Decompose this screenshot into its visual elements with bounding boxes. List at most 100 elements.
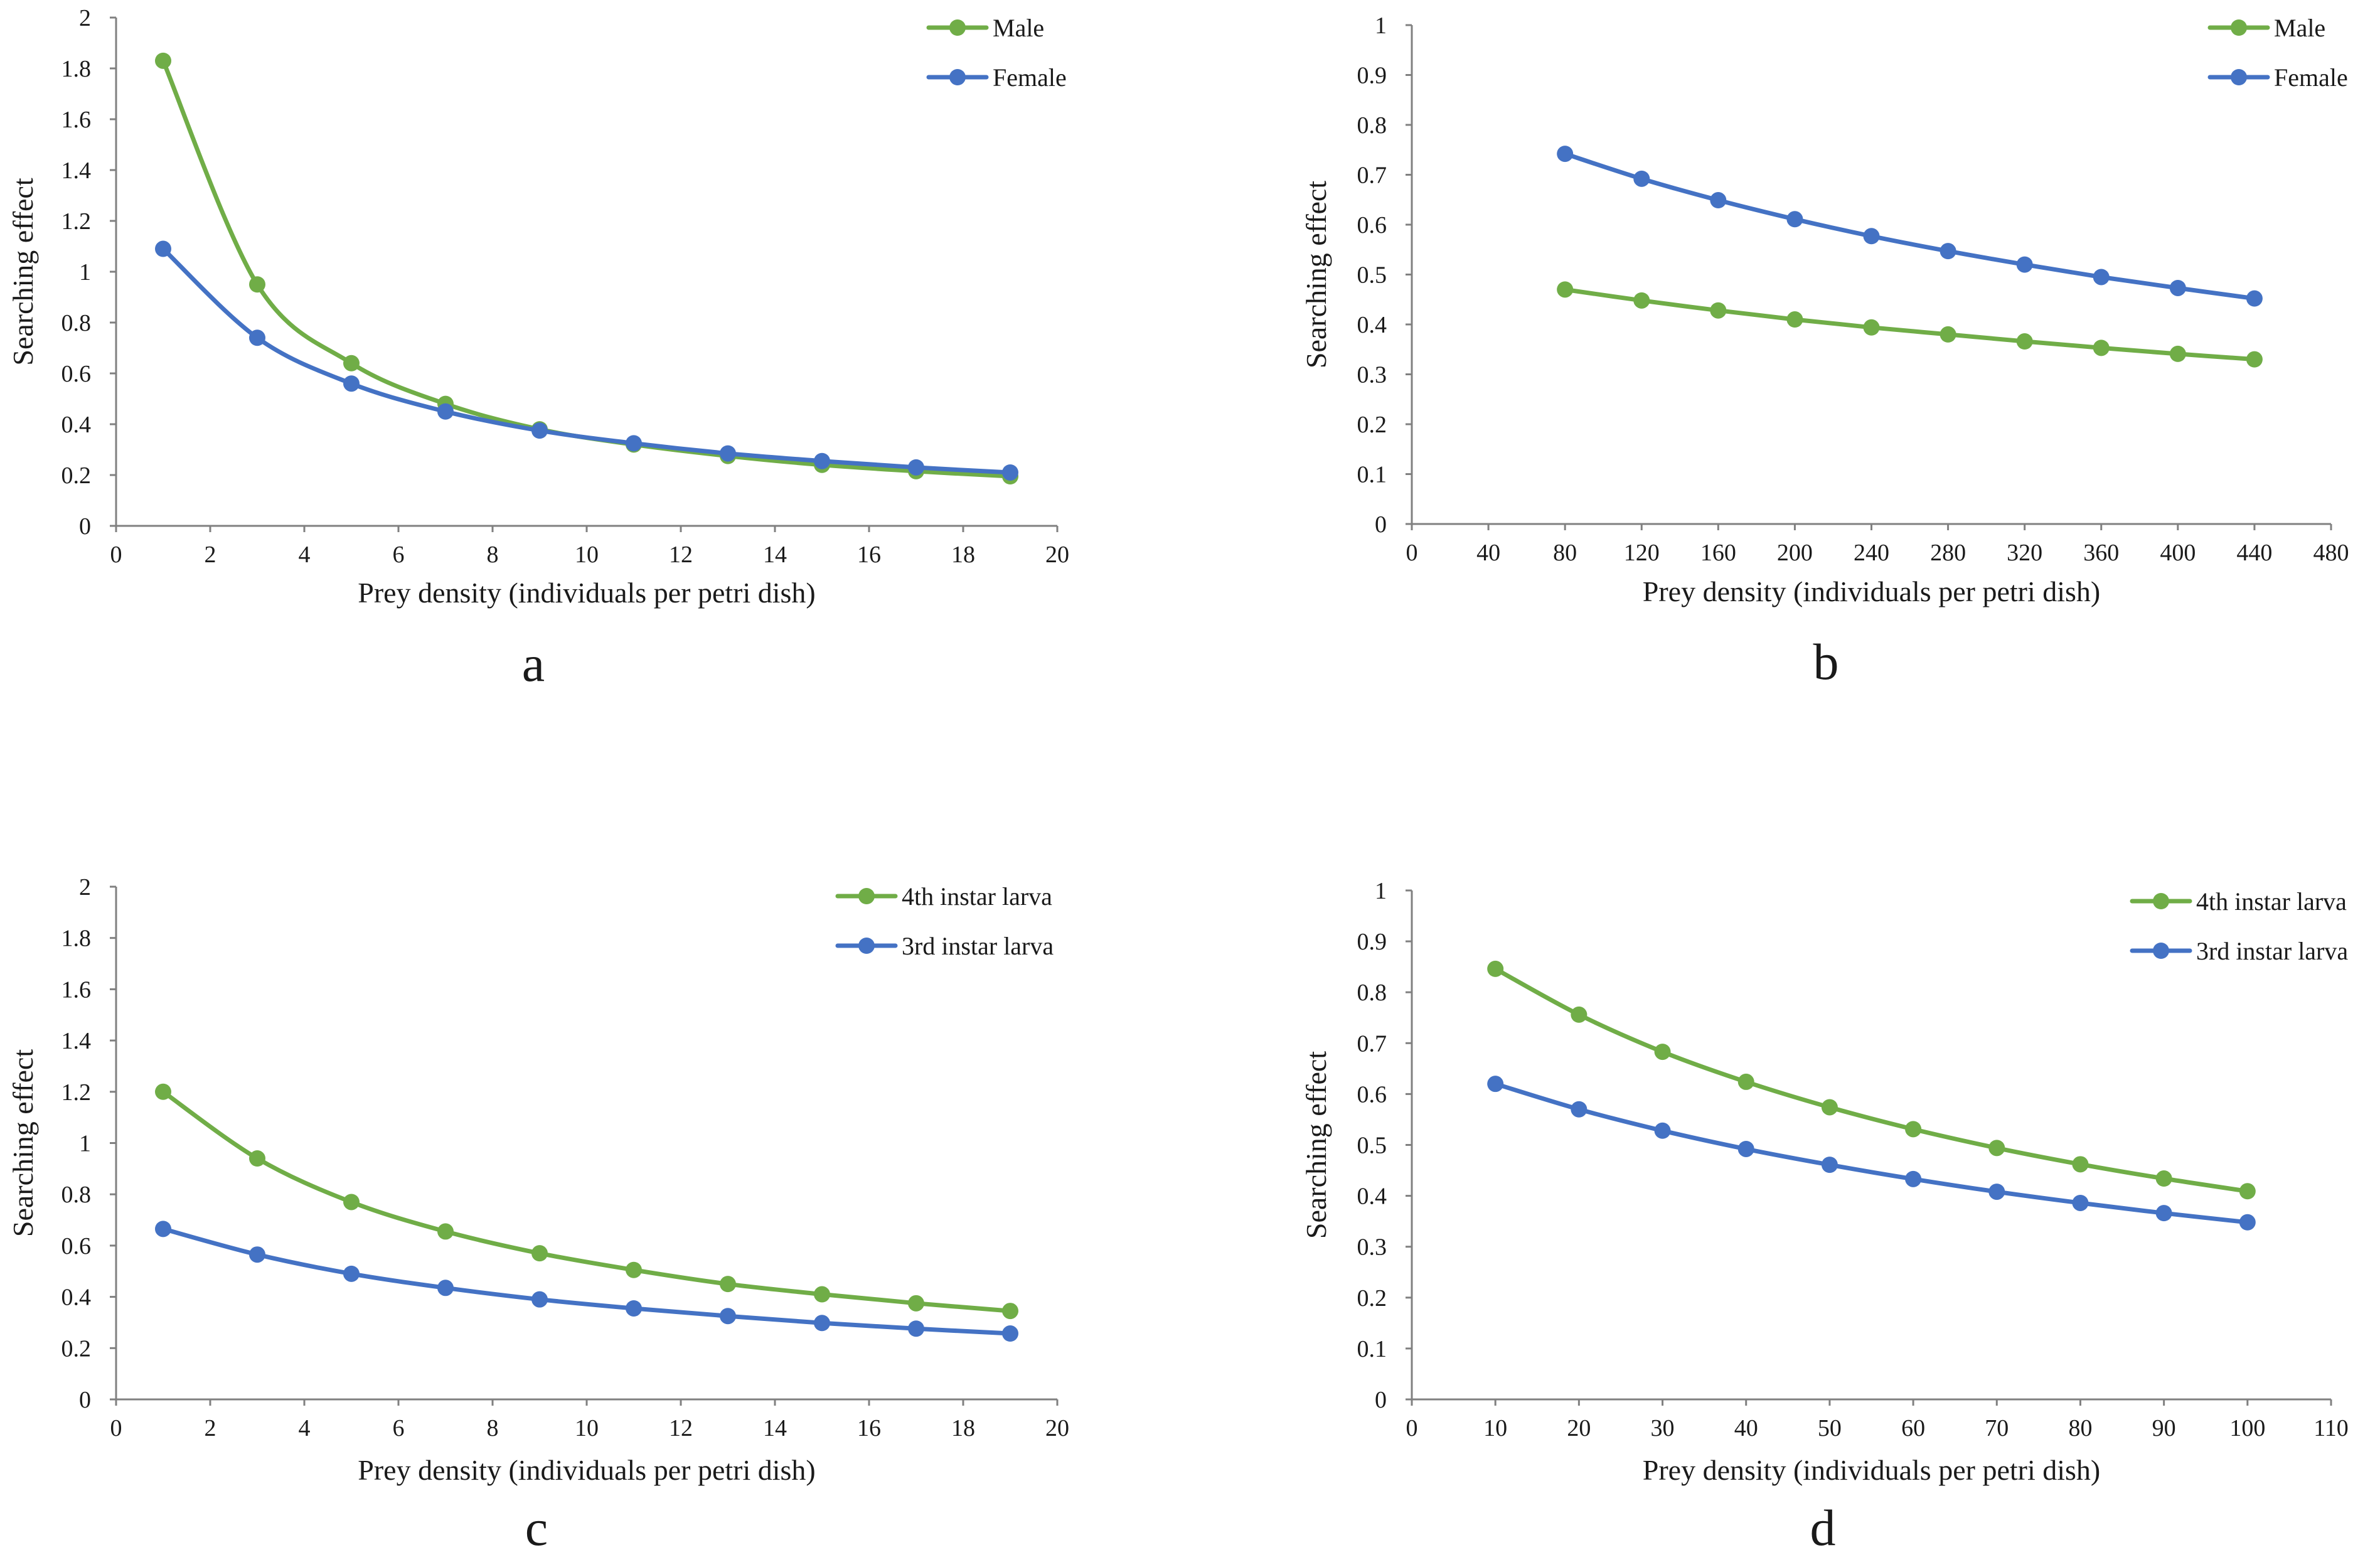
data-point: [626, 435, 642, 452]
x-axis-title: Prey density (individuals per petri dish…: [1643, 1454, 2101, 1486]
data-point: [2093, 339, 2110, 356]
data-point: [2246, 351, 2263, 368]
data-point: [1002, 464, 1018, 481]
data-point: [1940, 326, 1956, 343]
x-tick-label: 80: [1553, 540, 1577, 566]
y-tick-label: 0.9: [1357, 63, 1387, 89]
data-point: [155, 240, 171, 257]
y-tick-label: 0.1: [1357, 462, 1387, 488]
y-tick-label: 0.6: [61, 361, 92, 387]
data-point: [1786, 311, 1803, 328]
x-tick-label: 160: [1700, 540, 1736, 566]
y-tick-label: 0: [1375, 1387, 1387, 1413]
data-point: [814, 452, 830, 469]
y-tick-label: 0.8: [61, 1182, 92, 1208]
y-tick-label: 1.2: [61, 208, 92, 235]
x-tick-label: 50: [1818, 1415, 1842, 1441]
legend-swatch-marker: [858, 938, 875, 954]
data-point: [1905, 1170, 1922, 1187]
x-tick-label: 0: [110, 542, 122, 568]
series-line-0: [161, 1089, 1013, 1313]
y-tick-label: 1.8: [61, 56, 92, 82]
data-point: [343, 355, 360, 371]
series-line-1: [1493, 1081, 2250, 1225]
series-line-1: [161, 247, 1013, 475]
data-point: [626, 1261, 642, 1278]
data-point: [2169, 279, 2186, 296]
series-line-1: [161, 1226, 1013, 1336]
x-tick-label: 60: [1901, 1415, 1925, 1441]
x-tick-label: 400: [2160, 540, 2196, 566]
data-point: [2155, 1205, 2172, 1222]
data-point: [1487, 1076, 1504, 1093]
y-tick-label: 0: [79, 1387, 91, 1413]
data-point: [1821, 1157, 1838, 1173]
x-tick-label: 40: [1476, 540, 1500, 566]
data-point: [1863, 228, 1880, 245]
y-tick-label: 0.5: [1357, 262, 1387, 289]
y-tick-label: 0.9: [1357, 929, 1387, 955]
x-tick-label: 2: [205, 1415, 216, 1441]
x-tick-label: 6: [393, 542, 405, 568]
x-tick-label: 480: [2313, 540, 2349, 566]
y-tick-label: 0.8: [1357, 980, 1387, 1006]
x-tick-label: 18: [951, 1415, 975, 1441]
x-tick-label: 0: [110, 1415, 122, 1441]
legend-swatch-marker: [2153, 943, 2169, 959]
data-point: [1571, 1006, 1588, 1023]
data-point: [437, 1223, 454, 1240]
legend-swatch-marker: [949, 69, 966, 85]
y-tick-label: 0.1: [1357, 1336, 1387, 1362]
y-tick-label: 1: [1375, 878, 1387, 904]
data-point: [908, 1295, 924, 1312]
series-line-1: [1562, 151, 2257, 301]
data-point: [1654, 1122, 1671, 1139]
x-tick-label: 8: [487, 1415, 499, 1441]
y-tick-label: 0.2: [61, 462, 92, 489]
data-point: [249, 1150, 265, 1167]
legend-swatch-marker: [2231, 19, 2247, 36]
y-axis-title: Searching effect: [1300, 181, 1332, 368]
x-tick-label: 18: [951, 542, 975, 568]
y-tick-label: 1.2: [61, 1079, 92, 1106]
data-point: [1002, 1303, 1018, 1320]
y-tick-label: 0.7: [1357, 1030, 1387, 1057]
y-tick-label: 0.6: [1357, 212, 1387, 238]
legend-label: 3rd instar larva: [2196, 937, 2348, 965]
data-point: [531, 1245, 548, 1262]
data-point: [1821, 1099, 1838, 1116]
data-point: [1988, 1140, 2005, 1157]
legend-swatch-marker: [949, 19, 966, 36]
x-tick-label: 12: [669, 1415, 693, 1441]
legend-label: Male: [993, 14, 1044, 42]
y-tick-label: 0.5: [1357, 1133, 1387, 1159]
data-point: [1737, 1073, 1754, 1090]
data-point: [437, 1280, 454, 1296]
x-tick-label: 320: [2007, 540, 2042, 566]
chart-panel-a: 00.20.40.60.811.21.41.61.820 2 4 6 8 10 12 14 16…: [7, 5, 1069, 692]
y-axis-title: Searching effect: [7, 178, 39, 365]
data-point: [1557, 146, 1574, 163]
y-tick-label: 0: [1375, 511, 1387, 538]
data-point: [155, 1083, 171, 1100]
series-line-0: [1493, 966, 2250, 1194]
x-tick-label: 120: [1624, 540, 1660, 566]
x-axis-title: Prey density (individuals per petri dish…: [358, 577, 816, 609]
panel-label: c: [525, 1499, 548, 1550]
legend-label: Female: [2274, 63, 2348, 92]
data-point: [2239, 1214, 2256, 1231]
x-tick-label: 14: [763, 1415, 787, 1441]
y-tick-label: 0.6: [1357, 1081, 1387, 1108]
data-point: [814, 1315, 830, 1332]
panel-label: d: [1810, 1499, 1836, 1550]
data-point: [249, 329, 265, 346]
data-point: [531, 1291, 548, 1308]
x-tick-label: 30: [1651, 1415, 1675, 1441]
y-tick-label: 1: [79, 259, 91, 286]
y-tick-label: 2: [79, 874, 91, 901]
y-tick-label: 0.2: [1357, 1285, 1387, 1312]
x-tick-label: 12: [669, 542, 693, 568]
x-tick-label: 6: [393, 1415, 405, 1441]
x-tick-label: 20: [1045, 1415, 1069, 1441]
